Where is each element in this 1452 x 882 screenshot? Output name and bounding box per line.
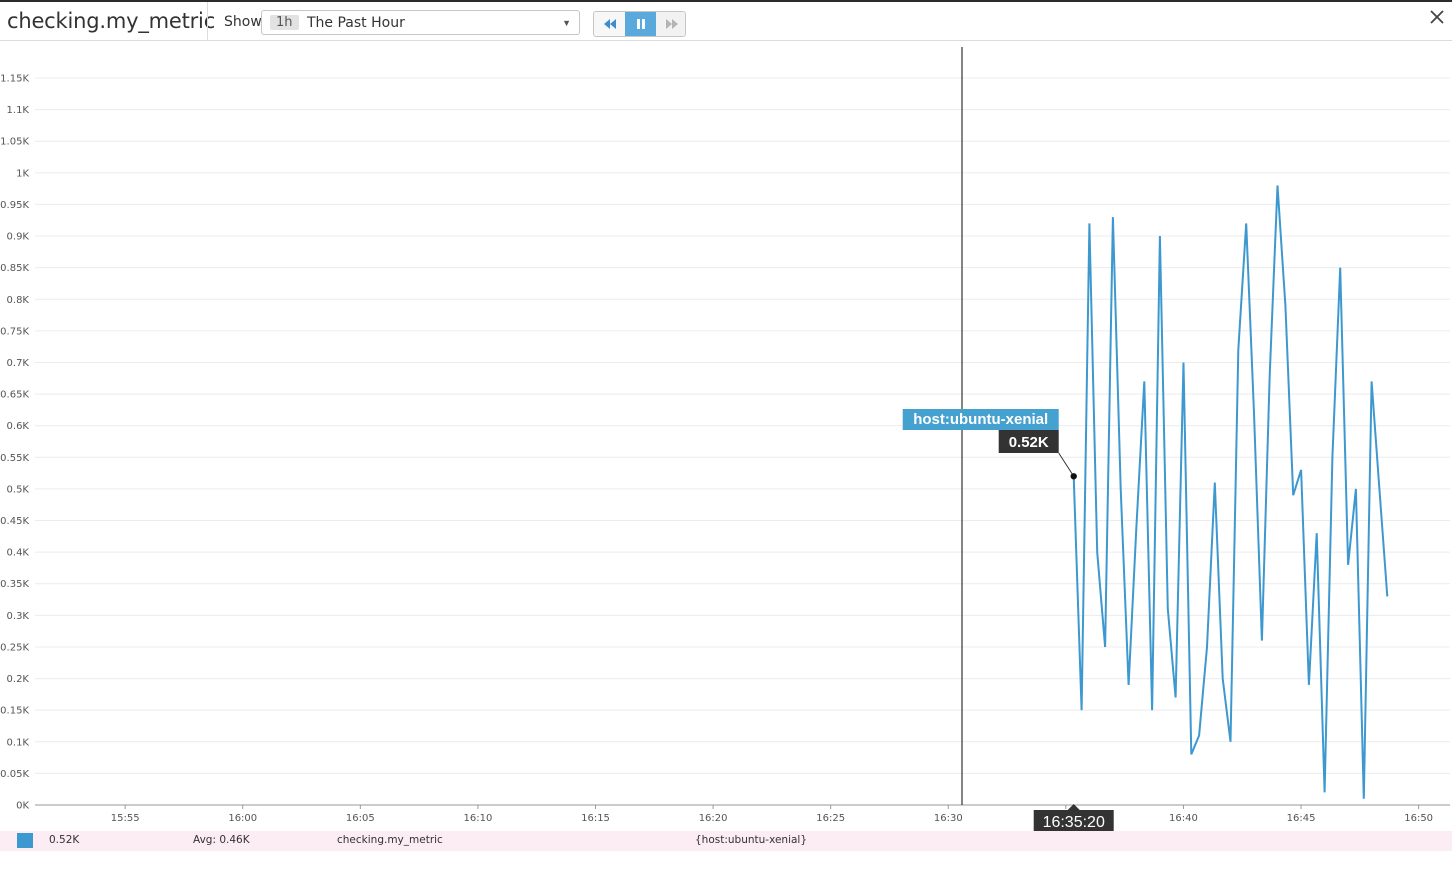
close-button[interactable] xyxy=(1428,8,1446,26)
graph-header: checking.my_metric Show 1h The Past Hour… xyxy=(0,2,1452,41)
top-border xyxy=(0,0,1452,2)
y-tick-label: 0.8K xyxy=(7,295,30,306)
tooltip-host-box xyxy=(902,409,1059,430)
y-tick-label: 0.5K xyxy=(7,484,30,495)
metric-title: checking.my_metric xyxy=(7,9,216,33)
timeframe-select[interactable]: 1h The Past Hour ▼ xyxy=(261,10,580,35)
timeframe-text: The Past Hour xyxy=(307,15,405,31)
y-tick-label: 0.2K xyxy=(7,674,30,685)
y-tick-label: 0.1K xyxy=(7,737,30,748)
y-tick-label: 0.95K xyxy=(0,200,29,211)
y-tick-label: 0.65K xyxy=(0,390,29,401)
series-line xyxy=(1072,185,1389,799)
y-tick-label: 0.45K xyxy=(0,516,29,527)
playback-controls xyxy=(593,11,686,37)
header-divider xyxy=(207,2,208,40)
y-tick-label: 0.4K xyxy=(7,548,30,559)
y-tick-label: 0.85K xyxy=(0,263,29,274)
fast-forward-icon xyxy=(665,19,678,29)
legend-row[interactable]: 0.52K Avg: 0.46K checking.my_metric {hos… xyxy=(0,831,1452,851)
timeframe-badge: 1h xyxy=(270,15,299,30)
y-tick-label: 0.15K xyxy=(0,706,29,717)
y-tick-label: 1.1K xyxy=(7,105,30,116)
x-tick-label: 16:20 xyxy=(699,813,728,824)
pause-icon xyxy=(636,19,645,29)
y-tick-label: 1.05K xyxy=(0,137,29,148)
x-tick-label: 15:55 xyxy=(111,813,140,824)
fast-forward-button[interactable] xyxy=(656,12,685,36)
rewind-button[interactable] xyxy=(594,12,626,36)
y-tick-label: 1K xyxy=(16,168,29,179)
y-tick-label: 0.05K xyxy=(0,769,29,780)
x-tick-label: 16:50 xyxy=(1404,813,1433,824)
y-tick-label: 0.9K xyxy=(7,232,30,243)
rewind-icon xyxy=(603,19,616,29)
show-label: Show xyxy=(224,14,262,30)
x-tick-label: 16:40 xyxy=(1169,813,1198,824)
y-tick-label: 0.35K xyxy=(0,579,29,590)
close-icon xyxy=(1430,10,1444,24)
hover-point xyxy=(1070,473,1077,480)
time-badge-box xyxy=(1033,810,1114,831)
x-tick-label: 16:15 xyxy=(581,813,610,824)
y-tick-label: 0K xyxy=(16,801,29,812)
x-tick-label: 16:00 xyxy=(228,813,257,824)
y-tick-label: 1.15K xyxy=(0,74,29,85)
y-tick-label: 0.55K xyxy=(0,453,29,464)
tooltip-connector xyxy=(1058,452,1075,477)
time-badge-pointer xyxy=(1067,804,1080,810)
y-tick-label: 0.7K xyxy=(7,358,30,369)
time-badge-label: 16:35:20 xyxy=(1043,814,1105,831)
timeseries-chart[interactable]: 0K 0.05K 0.1K 0.15K 0.2K 0.25K 0.3K 0.35K 0.4K 0.… xyxy=(0,42,1452,831)
legend-scope: {host:ubuntu-xenial} xyxy=(695,834,808,846)
tooltip-host-label: host:ubuntu-xenial xyxy=(913,411,1048,428)
tooltip-value-label: 0.52K xyxy=(1009,434,1049,451)
y-tick-label: 0.6K xyxy=(7,421,30,432)
legend-color-swatch xyxy=(17,833,33,848)
legend-average: Avg: 0.46K xyxy=(193,834,250,846)
y-tick-label: 0.3K xyxy=(7,611,30,622)
x-tick-label: 16:10 xyxy=(464,813,493,824)
legend-metric-name: checking.my_metric xyxy=(337,834,443,846)
legend-current-value: 0.52K xyxy=(49,834,80,846)
pause-button[interactable] xyxy=(625,12,657,36)
y-tick-label: 0.25K xyxy=(0,642,29,653)
y-tick-label: 0.75K xyxy=(0,326,29,337)
x-tick-label: 16:05 xyxy=(346,813,375,824)
caret-down-icon: ▼ xyxy=(562,18,571,28)
x-tick-label: 16:45 xyxy=(1287,813,1316,824)
x-tick-label: 16:25 xyxy=(816,813,845,824)
x-tick-label: 16:30 xyxy=(934,813,963,824)
tooltip-value-box xyxy=(998,430,1059,453)
